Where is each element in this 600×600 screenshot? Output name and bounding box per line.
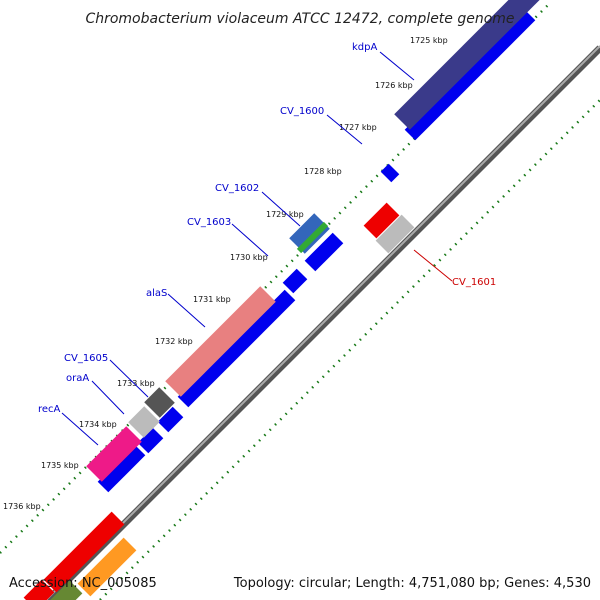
tick-label: 1729 kbp <box>266 210 304 219</box>
leader-CV_1600 <box>326 114 363 145</box>
accession-label: Accession: NC_005085 <box>9 576 157 591</box>
reverse-feature-track <box>23 202 415 600</box>
inner-tick-track <box>99 99 600 600</box>
feature-CV_1601-gray[interactable] <box>375 214 415 254</box>
cds-recA[interactable] <box>97 444 146 493</box>
feature-CV_1605[interactable] <box>128 406 160 438</box>
feature-orange-lower[interactable] <box>77 537 137 597</box>
leader-CV_1603 <box>231 223 269 257</box>
forward-cds-track <box>97 9 536 493</box>
cds-CV_1600[interactable] <box>380 163 400 183</box>
tick-label: 1736 kbp <box>3 502 41 511</box>
feature-oraA[interactable] <box>144 387 175 418</box>
feature-kdpA[interactable] <box>394 0 540 130</box>
cds-CV_1602[interactable] <box>304 232 344 272</box>
gene-label-CV_1605[interactable]: CV_1605 <box>64 353 108 364</box>
leader-lines <box>61 51 453 446</box>
gene-label-CV_1601[interactable]: CV_1601 <box>452 277 496 288</box>
cds-kdpA[interactable] <box>404 9 536 141</box>
feature-recA[interactable] <box>86 426 142 482</box>
leader-CV_1602 <box>261 191 301 227</box>
tick-label: 1732 kbp <box>155 337 193 346</box>
gene-label-alaS[interactable]: alaS <box>146 288 167 299</box>
feature-red-lower[interactable] <box>43 511 125 593</box>
tick-label: 1735 kbp <box>41 461 79 470</box>
gene-label-CV_1602[interactable]: CV_1602 <box>215 183 259 194</box>
leader-oraA <box>91 380 125 415</box>
feature-alaS[interactable] <box>165 286 276 397</box>
gene-label-recA[interactable]: recA <box>38 404 61 415</box>
feature-olive-bottom[interactable] <box>50 580 83 600</box>
cds-oraA[interactable] <box>137 427 164 454</box>
feature-red-bottom[interactable] <box>23 579 55 600</box>
backbone-highlight <box>45 45 600 600</box>
map-title: Chromobacterium violaceum ATCC 12472, co… <box>85 11 514 27</box>
gene-label-oraA[interactable]: oraA <box>66 373 89 384</box>
cds-CV_1605[interactable] <box>157 406 184 433</box>
tick-labels: 1725 kbp 1726 kbp 1727 kbp 1728 kbp 1729… <box>3 36 448 511</box>
leader-alaS <box>167 293 206 328</box>
cds-CV_1603[interactable] <box>282 268 308 294</box>
gene-label-CV_1600[interactable]: CV_1600 <box>280 106 324 117</box>
leader-kdpA <box>379 51 415 81</box>
tick-label: 1730 kbp <box>230 253 268 262</box>
leader-CV_1605 <box>109 359 149 398</box>
gene-label-kdpA[interactable]: kdpA <box>352 42 377 53</box>
backbone-line <box>45 45 600 600</box>
tick-label: 1734 kbp <box>79 420 117 429</box>
tick-label: 1731 kbp <box>193 295 231 304</box>
tick-label: 1733 kbp <box>117 379 155 388</box>
gene-label-CV_1603[interactable]: CV_1603 <box>187 217 231 228</box>
feature-CV_1602-b[interactable] <box>296 221 329 254</box>
tick-label: 1726 kbp <box>375 81 413 90</box>
cds-alaS[interactable] <box>177 289 296 408</box>
tick-label: 1725 kbp <box>410 36 448 45</box>
feature-CV_1601-red[interactable] <box>363 202 400 239</box>
feature-CV_1602-a[interactable] <box>289 213 330 254</box>
tick-label: 1727 kbp <box>339 123 377 132</box>
forward-feature-track <box>86 0 540 482</box>
genome-summary-label: Topology: circular; Length: 4,751,080 bp… <box>233 576 591 591</box>
leader-recA <box>61 412 99 446</box>
gene-labels: kdpA CV_1600 CV_1602 CV_1603 alaS CV_160… <box>38 42 496 415</box>
leader-CV_1601 <box>413 249 453 282</box>
tick-label: 1728 kbp <box>304 167 342 176</box>
